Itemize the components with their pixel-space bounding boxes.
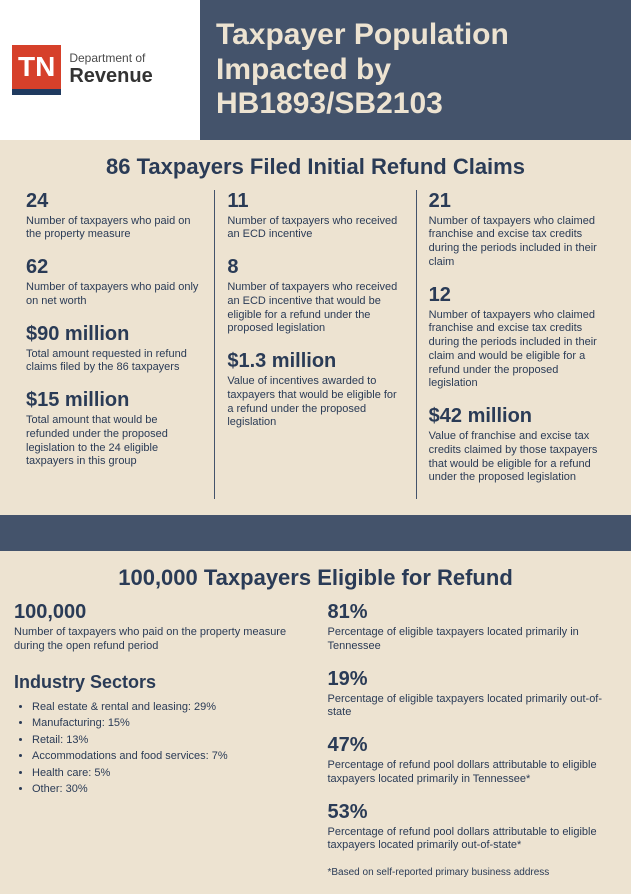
stat-desc: Number of taxpayers who paid on the prop…	[26, 215, 202, 243]
section2: 100,000 Taxpayers Eligible for Refund 10…	[0, 551, 631, 894]
stat-block: $42 million Value of franchise and excis…	[429, 405, 605, 485]
list-item: Real estate & rental and leasing: 29%	[32, 699, 304, 716]
stat-desc: Percentage of refund pool dollars attrib…	[328, 826, 618, 854]
dept-line2: Revenue	[69, 65, 152, 87]
stat-desc: Value of franchise and excise tax credit…	[429, 430, 605, 485]
stat-block: $15 million Total amount that would be r…	[26, 389, 202, 469]
list-item: Manufacturing: 15%	[32, 715, 304, 732]
list-item: Retail: 13%	[32, 732, 304, 749]
section2-row: 100,000 Number of taxpayers who paid on …	[14, 601, 617, 878]
stat-value: 62	[26, 256, 202, 279]
section1-heading: 86 Taxpayers Filed Initial Refund Claims	[0, 140, 631, 190]
section2-right: 81% Percentage of eligible taxpayers loc…	[328, 601, 618, 878]
stat-desc: Number of taxpayers who paid on the prop…	[14, 626, 304, 654]
footnote: *Based on self-reported primary business…	[328, 867, 618, 878]
stat-block: 47% Percentage of refund pool dollars at…	[328, 734, 618, 787]
stat-block: 53% Percentage of refund pool dollars at…	[328, 801, 618, 854]
section1-columns: 24 Number of taxpayers who paid on the p…	[0, 190, 631, 516]
stat-desc: Percentage of refund pool dollars attrib…	[328, 759, 618, 787]
stat-desc: Number of taxpayers who paid only on net…	[26, 281, 202, 309]
logo-box: TN Department of Revenue	[0, 0, 200, 140]
stat-value: 19%	[328, 668, 618, 691]
stat-value: $42 million	[429, 405, 605, 428]
stat-desc: Number of taxpayers who received an ECD …	[227, 281, 403, 336]
stat-value: 24	[26, 190, 202, 213]
stat-value: $90 million	[26, 323, 202, 346]
stat-desc: Percentage of eligible taxpayers located…	[328, 693, 618, 721]
stat-value: 53%	[328, 801, 618, 824]
stat-desc: Total amount that would be refunded unde…	[26, 414, 202, 469]
list-item: Accommodations and food services: 7%	[32, 748, 304, 765]
stat-value: 81%	[328, 601, 618, 624]
dept-text: Department of Revenue	[69, 52, 152, 87]
stat-desc: Number of taxpayers who claimed franchis…	[429, 309, 605, 392]
page-title: Taxpayer Population Impacted by HB1893/S…	[200, 0, 631, 140]
stat-value: 12	[429, 284, 605, 307]
stat-value: $1.3 million	[227, 350, 403, 373]
section2-left: 100,000 Number of taxpayers who paid on …	[14, 601, 304, 878]
section1-col1: 24 Number of taxpayers who paid on the p…	[14, 190, 214, 500]
stat-value: 21	[429, 190, 605, 213]
stat-desc: Value of incentives awarded to taxpayers…	[227, 375, 403, 430]
stat-block: 62 Number of taxpayers who paid only on …	[26, 256, 202, 309]
header: TN Department of Revenue Taxpayer Popula…	[0, 0, 631, 140]
stat-desc: Percentage of eligible taxpayers located…	[328, 626, 618, 654]
stat-value: 47%	[328, 734, 618, 757]
stat-block: 8 Number of taxpayers who received an EC…	[227, 256, 403, 336]
stat-block: $1.3 million Value of incentives awarded…	[227, 350, 403, 430]
divider-band	[0, 515, 631, 551]
stat-block: 12 Number of taxpayers who claimed franc…	[429, 284, 605, 392]
stat-value: 11	[227, 190, 403, 213]
stat-block: 19% Percentage of eligible taxpayers loc…	[328, 668, 618, 721]
list-item: Health care: 5%	[32, 765, 304, 782]
section1-col3: 21 Number of taxpayers who claimed franc…	[416, 190, 617, 500]
stat-value: 8	[227, 256, 403, 279]
stat-desc: Number of taxpayers who received an ECD …	[227, 215, 403, 243]
stat-value: 100,000	[14, 601, 304, 624]
stat-desc: Total amount requested in refund claims …	[26, 348, 202, 376]
stat-block: $90 million Total amount requested in re…	[26, 323, 202, 376]
stat-block: 24 Number of taxpayers who paid on the p…	[26, 190, 202, 243]
stat-block: 81% Percentage of eligible taxpayers loc…	[328, 601, 618, 654]
list-item: Other: 30%	[32, 781, 304, 798]
sectors-heading: Industry Sectors	[14, 672, 304, 693]
stat-block: 11 Number of taxpayers who received an E…	[227, 190, 403, 243]
tn-badge-icon: TN	[12, 45, 61, 95]
stat-desc: Number of taxpayers who claimed franchis…	[429, 215, 605, 270]
stat-block: 100,000 Number of taxpayers who paid on …	[14, 601, 304, 654]
section2-heading: 100,000 Taxpayers Eligible for Refund	[14, 551, 617, 601]
section1-col2: 11 Number of taxpayers who received an E…	[214, 190, 415, 500]
stat-value: $15 million	[26, 389, 202, 412]
sectors-list: Real estate & rental and leasing: 29% Ma…	[14, 699, 304, 798]
stat-block: 21 Number of taxpayers who claimed franc…	[429, 190, 605, 270]
dept-line1: Department of	[69, 52, 152, 65]
